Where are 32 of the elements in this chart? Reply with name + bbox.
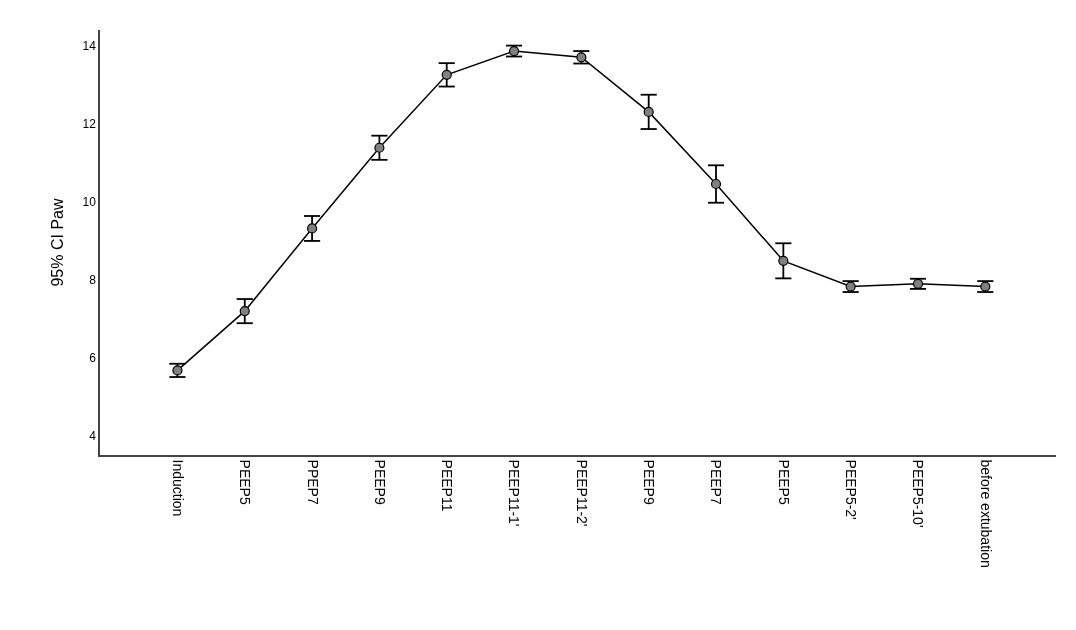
x-tick-label: PEEP9 bbox=[371, 459, 388, 505]
point bbox=[980, 281, 991, 292]
point bbox=[576, 52, 587, 63]
point bbox=[508, 45, 520, 57]
point bbox=[306, 223, 318, 234]
x-tick-label: PEEP11-1' bbox=[506, 459, 523, 527]
y-tick-label: 10 bbox=[82, 194, 97, 209]
x-tick-label: PPEP7 bbox=[304, 459, 321, 505]
y-tick-label: 6 bbox=[89, 350, 97, 365]
y-tick-label: 8 bbox=[89, 272, 97, 287]
x-tick-label: PEEP5 bbox=[775, 459, 792, 505]
x-tick-label: Induction bbox=[169, 459, 186, 517]
point bbox=[778, 255, 789, 266]
x-tick-label: PEEP9 bbox=[641, 459, 658, 505]
point bbox=[239, 306, 250, 317]
point bbox=[172, 365, 183, 376]
y-tick-label: 12 bbox=[82, 116, 97, 131]
point bbox=[845, 281, 856, 292]
point bbox=[374, 142, 385, 153]
x-tick-label: PEEP7 bbox=[708, 459, 725, 505]
x-tick-label: PEEP11 bbox=[439, 459, 456, 512]
point bbox=[441, 69, 452, 80]
point bbox=[643, 106, 654, 117]
y-tick-label: 4 bbox=[89, 428, 97, 443]
x-tick-label: PEEP5 bbox=[237, 459, 254, 505]
point bbox=[710, 178, 722, 190]
y-axis-title: 95% CI Paw bbox=[48, 198, 66, 287]
x-tick-label: PEEP5-10' bbox=[910, 459, 927, 528]
y-tick-label: 14 bbox=[82, 38, 97, 53]
x-tick-label: before extubation bbox=[977, 459, 994, 568]
x-tick-label: PEEP5-2' bbox=[843, 459, 860, 520]
x-tick-label: PEEP11-2' bbox=[573, 459, 590, 527]
